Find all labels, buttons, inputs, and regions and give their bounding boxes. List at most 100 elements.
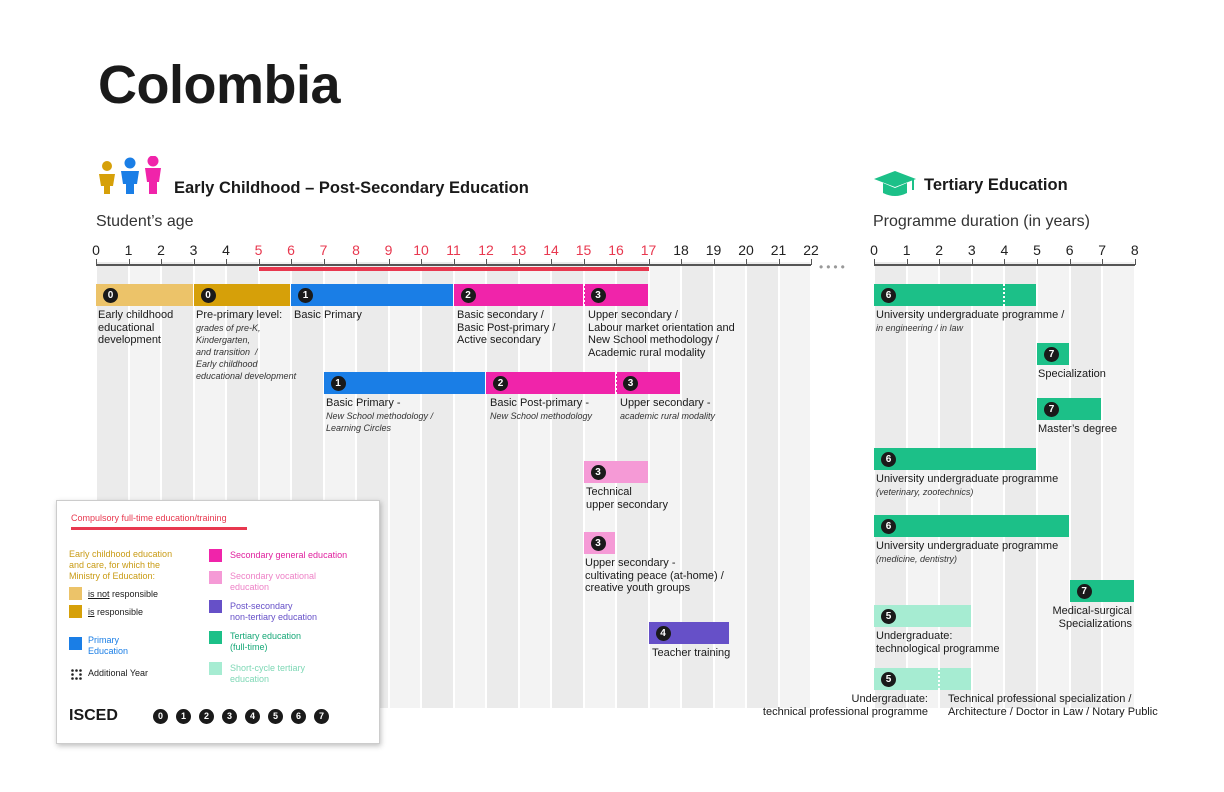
isced-level-badge: 3: [222, 709, 237, 724]
age-tick-label: 14: [543, 242, 559, 258]
program-label: Pre-primary level:: [196, 309, 283, 321]
age-tick-label: 19: [705, 242, 722, 258]
tertiary-program-bar: 7: [1037, 398, 1102, 420]
age-tick-label: 10: [413, 242, 429, 258]
program-bar: 0: [193, 284, 290, 306]
age-tick-label: 22: [803, 242, 819, 258]
age-tick-mark: [746, 259, 747, 265]
legend-additional-year-label: Additional Year: [88, 668, 149, 678]
year-tick-mark: [971, 259, 973, 265]
year-axis-line: [874, 264, 1135, 266]
legend-swatch-secondary-vocational: [209, 571, 222, 584]
age-tick-mark: [518, 259, 520, 265]
legend-early-is-label: is responsible: [88, 607, 143, 618]
year-column: [940, 262, 971, 708]
additional-year-marker: [582, 284, 585, 306]
age-tick-label: 17: [640, 242, 657, 258]
program-bar: 0: [96, 284, 193, 306]
program-bar: 1: [323, 372, 485, 394]
age-tick-mark: [713, 259, 715, 265]
isced-level-badge: 4: [245, 709, 260, 724]
program-label: Basic Primary -: [326, 397, 401, 409]
age-tick-mark: [811, 259, 812, 265]
age-tick-label: 11: [446, 242, 461, 258]
legend-swatch-primary: [69, 637, 82, 650]
tertiary-program-bar: 7: [1069, 580, 1134, 602]
additional-year-marker: [615, 372, 617, 394]
program-bar: 4: [648, 622, 729, 644]
age-tick-mark: [291, 259, 292, 265]
age-axis-title: Student’s age: [96, 213, 194, 230]
year-tick-label: 3: [967, 242, 976, 258]
program-label: Early childhood educational development: [98, 309, 174, 346]
year-tick-label: 2: [935, 242, 944, 258]
duration-axis-title: Programme duration (in years): [873, 213, 1090, 230]
program-bar: 1: [291, 284, 453, 306]
age-tick-mark: [616, 259, 617, 265]
age-tick-label: 1: [124, 242, 133, 258]
isced-level-badge: 1: [298, 287, 313, 303]
age-tick-label: 18: [673, 242, 689, 258]
legend-secondary-vocational-label: Secondary vocational education: [230, 571, 317, 592]
year-column: [972, 262, 1004, 708]
tertiary-program-bar: 6: [874, 284, 1036, 306]
legend-panel: Compulsory full-time education/training …: [56, 500, 380, 744]
right-section-title: Tertiary Education: [924, 176, 1068, 194]
isced-level-badge: 2: [460, 287, 476, 303]
age-tick-mark: [96, 259, 97, 265]
age-tick-mark: [323, 259, 325, 265]
age-tick-mark: [551, 259, 552, 265]
legend-tertiary-label: Tertiary education (full-time): [230, 631, 302, 652]
program-sublabel: grades of pre-K, Kindergarten, and trans…: [196, 322, 297, 381]
program-label: Upper secondary - cultivating peace (at-…: [585, 557, 724, 594]
age-column: [552, 262, 583, 708]
age-column: [389, 262, 420, 708]
legend-swatch-tertiary: [209, 631, 222, 644]
isced-label: ISCED: [69, 707, 118, 724]
legend-swatch-early-is: [69, 605, 82, 618]
isced-level-badge: 1: [176, 709, 191, 724]
age-tick-label: 6: [287, 242, 295, 258]
age-tick-mark: [453, 259, 455, 265]
age-tick-label: 4: [222, 242, 230, 258]
legend-secondary-general-label: Secondary general education: [230, 550, 348, 560]
year-tick-label: 7: [1098, 242, 1107, 258]
program-sublabel: New School methodology: [490, 410, 593, 421]
age-tick-label: 21: [770, 242, 787, 258]
tertiary-program-label: Undergraduate: technical professional pr…: [762, 693, 928, 718]
age-tick-mark: [583, 259, 585, 265]
isced-level-badge: 3: [590, 287, 606, 303]
legend-early-not-label: is not responsible: [88, 589, 158, 600]
age-tick-label: 3: [189, 242, 198, 258]
isced-level-badge: 6: [881, 518, 896, 534]
tertiary-program-label: University undergraduate programme /: [876, 309, 1065, 321]
tertiary-program-label: Medical-surgical Specializations: [1052, 605, 1132, 630]
isced-level-badge: 7: [1044, 346, 1059, 362]
age-tick-label: 9: [384, 242, 393, 258]
legend-is-not-text: is not: [88, 589, 110, 599]
age-column: [519, 262, 550, 708]
isced-level-badge: 5: [881, 608, 896, 624]
age-column: [747, 262, 778, 708]
program-sublabel: academic rural modality: [620, 410, 716, 421]
legend-responsible-text: responsible: [97, 607, 144, 617]
year-tick-mark: [1069, 259, 1071, 265]
age-tick-label: 13: [510, 242, 527, 258]
legend-swatch-short-cycle: [209, 662, 222, 675]
age-tick-label: 5: [254, 242, 263, 258]
legend-compulsory-label: Compulsory full-time education/training: [71, 513, 227, 523]
tertiary-program-bar: 7: [1037, 343, 1069, 365]
program-bar: 3: [582, 284, 648, 306]
isced-level-badge: 1: [330, 375, 346, 391]
program-sublabel: New School methodology / Learning Circle…: [326, 410, 434, 433]
tertiary-program-bar: 6: [874, 448, 1036, 470]
age-column: [584, 262, 615, 708]
axis-break-dots: ••••: [819, 260, 848, 274]
isced-level-badge: 0: [153, 709, 168, 724]
legend-responsible-text: responsible: [112, 589, 159, 599]
isced-level-badge: 3: [623, 375, 638, 391]
age-tick-label: 12: [478, 242, 494, 258]
program-label: Teacher training: [652, 647, 731, 659]
tertiary-program-label: University undergraduate programme: [876, 473, 1059, 485]
age-tick-mark: [388, 259, 390, 265]
